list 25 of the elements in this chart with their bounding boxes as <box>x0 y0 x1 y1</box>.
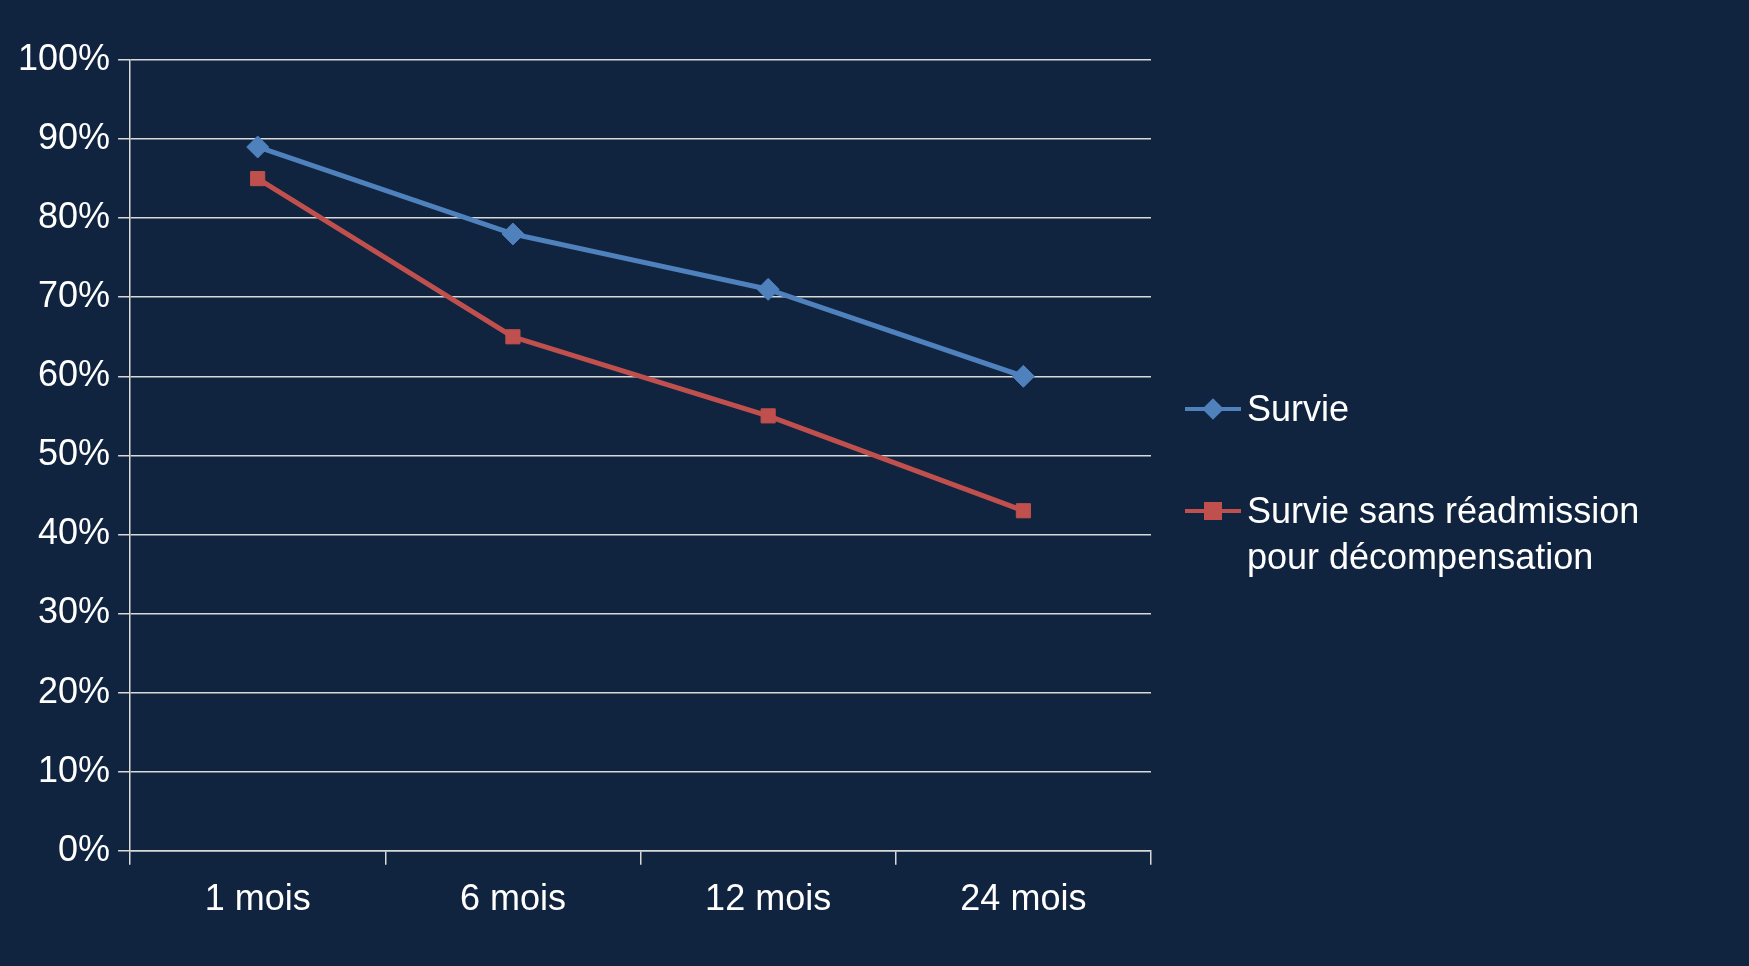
point <box>246 135 270 159</box>
x-tick-label: 6 mois <box>459 877 566 919</box>
y-tick-label: 90% <box>38 116 111 157</box>
y-tick-label: 80% <box>38 195 111 237</box>
y-tick-label: 40% <box>38 511 111 553</box>
point <box>756 277 780 301</box>
point <box>1011 364 1035 388</box>
point <box>501 222 525 246</box>
y-tick-label: 100% <box>18 36 111 78</box>
y-tick-label: 70% <box>38 274 111 316</box>
y-tick-label: 50% <box>38 432 111 474</box>
x-tick-label: 24 mois <box>960 877 1087 919</box>
y-tick-label: 30% <box>38 590 111 632</box>
x-tick-label: 12 mois <box>705 877 832 919</box>
y-tick-label: 60% <box>38 353 111 395</box>
point <box>760 408 776 424</box>
y-tick-label: 20% <box>38 669 111 711</box>
legend-label: Survie sans réadmission pour décompensation <box>1247 489 1641 579</box>
point <box>1015 503 1031 519</box>
x-tick-label: 1 mois <box>204 877 311 919</box>
y-tick-label: 0% <box>58 827 111 869</box>
point <box>505 329 521 345</box>
legend-label: Survie <box>1247 387 1350 431</box>
point <box>250 171 266 187</box>
y-tick-label: 10% <box>38 748 111 790</box>
